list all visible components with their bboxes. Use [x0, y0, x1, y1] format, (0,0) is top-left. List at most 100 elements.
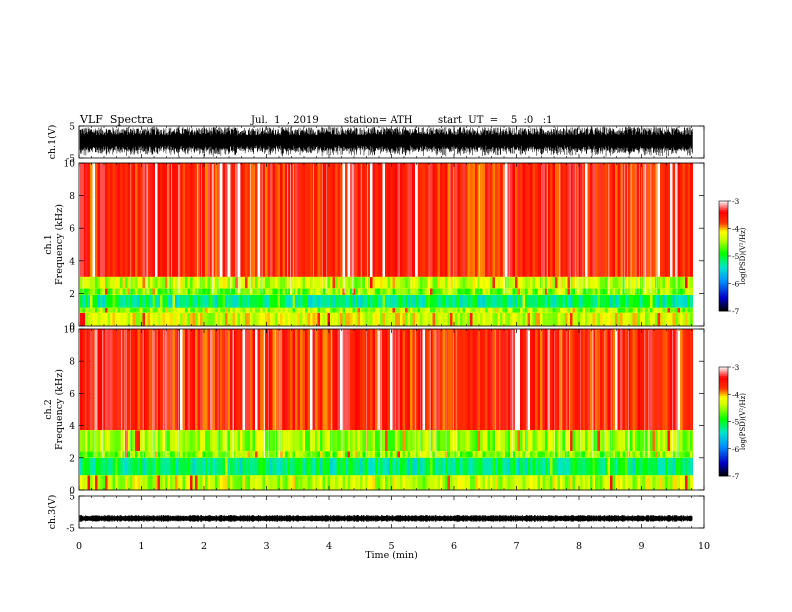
ch2-spectrogram-cell — [642, 475, 646, 490]
ch1-spectrogram-cell — [670, 163, 673, 278]
ch2-spectrogram-cell — [652, 475, 656, 490]
ch1-spectrogram-cell — [377, 163, 381, 278]
ch1-spectrogram-cell — [227, 288, 231, 296]
ch1-spectrogram-cell — [462, 308, 466, 313]
ch1-spectrogram-cell — [520, 288, 523, 296]
ch2-spectrogram-cell — [660, 430, 663, 452]
ch2-spectrogram-colorbar-cell — [719, 372, 728, 375]
ch1-spectrogram-cell — [605, 277, 608, 289]
ch1-spectrogram-cell — [457, 308, 461, 313]
ch2-spectrogram-cell — [622, 430, 626, 452]
ch1-spectrogram-cell — [172, 308, 176, 313]
ch1-spectrogram-cell — [567, 308, 571, 313]
ch2-spectrogram-cell — [490, 430, 493, 452]
ch2-spectrogram-cell — [337, 475, 341, 490]
ch2-spectrogram-cell — [387, 329, 391, 431]
ch1-spectrogram-cell — [182, 312, 186, 326]
ch2-spectrogram-cell — [422, 475, 426, 490]
ch1-spectrogram-cell — [307, 312, 311, 326]
ch1-spectrogram-cell — [307, 288, 311, 296]
ch1-spectrogram-cell — [620, 308, 623, 313]
ch2-spectrogram-cell — [312, 475, 316, 490]
ch2-spectrogram-cell — [337, 430, 341, 452]
ch2-spectrogram-cell — [565, 329, 568, 431]
ch2-spectrogram-cell — [487, 475, 491, 490]
ch1-spectrogram-cell — [502, 277, 506, 289]
ch2-spectrogram-cell — [632, 451, 636, 458]
ch1-spectrogram-cell — [102, 312, 106, 326]
ch1-spectrogram-cell — [385, 312, 388, 326]
ch1-spectrogram-cell — [372, 277, 376, 289]
ch1-spectrogram-cell — [127, 288, 131, 296]
ch1-spectrogram-cell — [320, 277, 323, 289]
ch2-spectrogram-cell — [452, 457, 456, 476]
ch1-spectrogram-cell — [270, 163, 273, 278]
ch1-spectrogram-cell — [327, 163, 331, 278]
ch1-spectrogram-cell — [682, 277, 686, 289]
ch1-spectrogram-cell — [555, 288, 558, 296]
ch2-spectrogram-cell — [682, 329, 686, 431]
ch2-spectrogram-cell — [560, 475, 563, 490]
ch1-spectrogram-cell — [502, 288, 506, 296]
ch1-spectrogram-cell — [557, 277, 561, 289]
ch2-spectrogram-cell — [325, 451, 328, 458]
ch1-spectrogram-cell — [637, 308, 641, 313]
ch2-spectrogram-cell — [200, 430, 203, 452]
ch2-spectrogram-cell — [107, 475, 111, 490]
ch1-spectrogram-cell — [655, 312, 658, 326]
ch2-spectrogram-cell — [600, 457, 603, 476]
ch2-spectrogram-cell — [287, 475, 291, 490]
ch1-spectrogram-cell — [160, 288, 163, 296]
ch2-spectrogram-cell — [432, 475, 436, 490]
ch1-spectrogram-cell — [350, 277, 353, 289]
ch1-spectrogram-cell — [500, 163, 503, 278]
ch2-spectrogram-cell — [177, 475, 181, 490]
ch2-spectrogram-cell — [405, 329, 408, 431]
ch1-spectrogram-cell — [562, 163, 566, 278]
ch1-spectrogram-cell — [445, 163, 448, 278]
ch2-spectrogram-cell — [655, 430, 658, 452]
ch1-spectrogram-cell — [442, 163, 446, 278]
ch1-spectrogram-cell — [487, 277, 491, 289]
ch1-spectrogram-cell — [250, 312, 253, 326]
ch1-spectrogram-cell — [432, 295, 436, 309]
ch1-spectrogram-cell — [352, 277, 356, 289]
ch2-spectrogram-cell — [452, 475, 456, 490]
ch1-spectrogram-cell — [250, 277, 253, 289]
ch2-spectrogram-cell — [312, 457, 316, 476]
ch1-spectrogram-cell — [667, 308, 671, 313]
ch2-spectrogram-cell — [662, 329, 666, 431]
ch1-spectrogram-cell — [612, 277, 616, 289]
ch2-spectrogram-cell — [502, 475, 506, 490]
ch2-spectrogram-cell — [512, 329, 516, 431]
ch1-spectrogram-cell — [345, 295, 348, 309]
ch2-spectrogram-colorbar-cell — [719, 443, 728, 446]
ch2-spectrogram-cell — [80, 457, 83, 476]
ch2-spectrogram-cell — [382, 430, 386, 452]
ch1-spectrogram-ytick-label: 2 — [69, 290, 75, 300]
ch1-spectrogram-cell — [382, 163, 386, 278]
ch1-spectrogram-cell — [127, 312, 131, 326]
ch2-spectrogram-cell — [255, 430, 258, 452]
ch2-spectrogram-cell — [152, 475, 156, 490]
ch1-spectrogram-cell — [82, 163, 86, 278]
ch1-spectrogram-cell — [437, 288, 441, 296]
ch1-spectrogram-cell — [100, 308, 103, 313]
ch2-spectrogram-cell — [420, 430, 423, 452]
ch1-spectrogram-cell — [555, 308, 558, 313]
ch2-spectrogram-cell — [150, 451, 153, 458]
ch1-spectrogram-cell — [505, 295, 508, 309]
ch1-spectrogram-cell — [627, 163, 631, 278]
ch2-spectrogram-cell — [122, 475, 126, 490]
ch1-spectrogram-cell — [605, 163, 608, 278]
ch1-spectrogram-cell — [140, 163, 143, 278]
ch2-spectrogram-cell — [322, 457, 326, 476]
ch1-spectrogram-cell — [477, 277, 481, 289]
ch2-spectrogram-cell — [497, 430, 501, 452]
ch2-spectrogram-cell — [622, 457, 626, 476]
ch1-spectrogram-cell — [225, 277, 228, 289]
ch1-spectrogram-cell — [140, 295, 143, 309]
ch2-spectrogram-cell — [217, 451, 221, 458]
ch2-spectrogram-cell — [682, 457, 686, 476]
ch2-spectrogram-cell — [310, 457, 313, 476]
